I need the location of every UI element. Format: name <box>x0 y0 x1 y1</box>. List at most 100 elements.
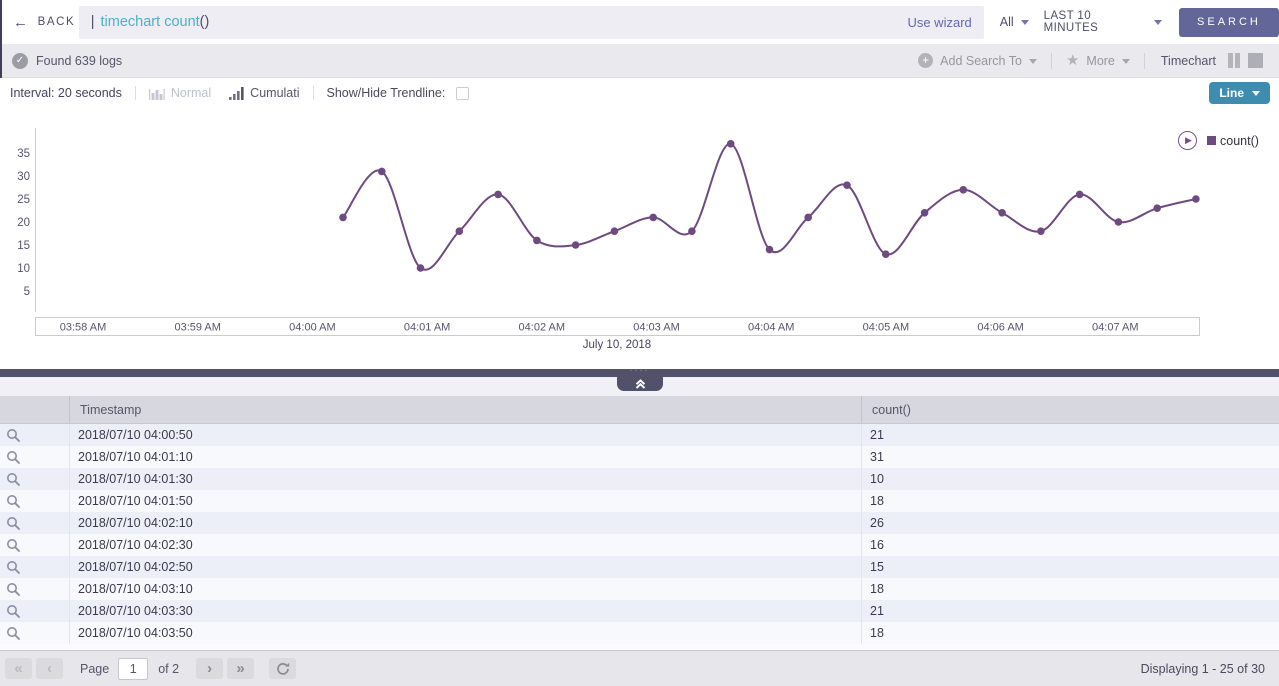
use-wizard-link[interactable]: Use wizard <box>907 14 972 30</box>
legend-swatch <box>1207 136 1216 145</box>
data-point[interactable] <box>882 250 890 258</box>
legend-item[interactable]: count() <box>1207 134 1259 148</box>
magnifier-icon[interactable] <box>6 582 21 597</box>
page-number-input[interactable] <box>118 657 149 680</box>
data-point[interactable] <box>920 209 929 217</box>
grid-view-icon[interactable] <box>1248 53 1263 68</box>
data-point[interactable] <box>494 190 502 199</box>
row-count: 31 <box>870 450 884 464</box>
bar-chart-icon <box>148 88 165 100</box>
table-row[interactable]: 2018/07/10 04:01:10 31 <box>0 446 1279 468</box>
data-point[interactable] <box>1075 190 1084 199</box>
y-tick-label: 5 <box>24 286 30 298</box>
table-header-timestamp[interactable]: Timestamp <box>70 396 862 423</box>
chart-type-value: Line <box>1219 86 1244 100</box>
magnifier-icon[interactable] <box>6 450 21 465</box>
data-point[interactable] <box>843 181 851 189</box>
add-search-to-button[interactable]: + Add Search To <box>904 53 1051 68</box>
time-range-dropdown[interactable]: LAST 10 MINUTES <box>1044 10 1162 34</box>
more-button[interactable]: ★ More <box>1052 53 1144 68</box>
data-point[interactable] <box>378 167 386 176</box>
y-tick-label: 30 <box>17 171 30 183</box>
data-point[interactable] <box>688 227 696 235</box>
prev-page-button[interactable]: ‹ <box>36 658 63 679</box>
data-point[interactable] <box>339 213 347 222</box>
pagination-bar: « ‹ Page of 2 › » Displaying 1 - 25 of 3… <box>0 650 1279 686</box>
trendline-label: Show/Hide Trendline: <box>326 86 446 100</box>
table-row[interactable]: 2018/07/10 04:03:10 18 <box>0 578 1279 600</box>
more-label: More <box>1086 53 1115 68</box>
data-point[interactable] <box>998 209 1006 217</box>
table-row[interactable]: 2018/07/10 04:00:50 21 <box>0 424 1279 446</box>
data-point[interactable] <box>1153 204 1161 212</box>
data-point[interactable] <box>533 236 541 245</box>
y-tick-label: 10 <box>17 263 30 275</box>
table-bottom-gap <box>0 644 1279 650</box>
table-row[interactable]: 2018/07/10 04:02:50 15 <box>0 556 1279 578</box>
cumulative-mode-button[interactable]: Cumulati <box>229 86 300 100</box>
row-timestamp: 2018/07/10 04:02:10 <box>70 512 862 534</box>
chevron-down-icon <box>1020 20 1029 29</box>
table-row[interactable]: 2018/07/10 04:02:10 26 <box>0 512 1279 534</box>
x-tick-label: 04:03 AM <box>633 322 679 334</box>
chart-type-dropdown[interactable]: Line <box>1209 82 1270 104</box>
back-arrow-icon: ← <box>13 13 30 31</box>
data-point[interactable] <box>726 140 735 148</box>
data-point[interactable] <box>649 213 657 222</box>
trendline-checkbox[interactable] <box>456 86 470 100</box>
table-row[interactable]: 2018/07/10 04:03:50 18 <box>0 622 1279 644</box>
magnifier-icon[interactable] <box>6 494 21 509</box>
trendline-control: Show/Hide Trendline: <box>327 86 470 100</box>
divider <box>1050 52 1052 69</box>
double-chevron-up-icon <box>635 379 645 389</box>
refresh-button[interactable] <box>269 658 297 679</box>
magnifier-icon[interactable] <box>6 604 21 619</box>
table-header-count[interactable]: count() <box>872 402 911 417</box>
panel-divider: ···· <box>0 366 1279 396</box>
page-label: Page <box>80 661 110 676</box>
star-icon: ★ <box>1065 52 1080 69</box>
data-point[interactable] <box>610 227 619 235</box>
magnifier-icon[interactable] <box>6 428 21 443</box>
magnifier-icon[interactable] <box>6 516 21 531</box>
row-timestamp: 2018/07/10 04:02:50 <box>70 556 862 578</box>
data-point[interactable] <box>455 227 464 235</box>
ascending-bars-icon <box>229 86 244 100</box>
divider-bar[interactable]: ···· <box>0 366 1279 377</box>
normal-mode-button[interactable]: Normal <box>148 86 211 100</box>
query-keywords: timechart count <box>100 14 200 30</box>
x-tick-label: 04:01 AM <box>404 322 450 334</box>
status-text: Found 639 logs <box>36 53 123 68</box>
play-circle-icon[interactable]: ▶ <box>1178 131 1197 150</box>
row-icon-cell <box>0 556 70 578</box>
data-point[interactable] <box>571 241 580 249</box>
scope-dropdown[interactable]: All <box>1000 15 1029 29</box>
table-row[interactable]: 2018/07/10 04:01:30 10 <box>0 468 1279 490</box>
back-label: BACK <box>37 16 76 28</box>
split-view-icon[interactable] <box>1228 53 1240 68</box>
magnifier-icon[interactable] <box>6 560 21 575</box>
check-circle-icon: ✓ <box>12 52 28 69</box>
data-point[interactable] <box>1114 218 1123 226</box>
magnifier-icon[interactable] <box>6 626 21 641</box>
data-point[interactable] <box>1192 195 1200 203</box>
table-row[interactable]: 2018/07/10 04:01:50 18 <box>0 490 1279 512</box>
first-page-button[interactable]: « <box>5 658 32 679</box>
magnifier-icon[interactable] <box>6 472 21 487</box>
collapse-grid-button[interactable] <box>617 377 663 391</box>
search-button[interactable]: SEARCH <box>1178 7 1279 37</box>
row-count: 26 <box>870 516 884 530</box>
next-page-button[interactable]: › <box>196 658 224 679</box>
row-count: 16 <box>870 538 884 552</box>
last-page-button[interactable]: » <box>227 658 255 679</box>
search-input[interactable]: | timechart count() Use wizard <box>78 5 984 39</box>
data-point[interactable] <box>416 264 425 272</box>
data-point[interactable] <box>765 245 774 254</box>
back-button[interactable]: ← BACK <box>0 15 79 30</box>
magnifier-icon[interactable] <box>6 538 21 553</box>
data-point[interactable] <box>1037 227 1045 235</box>
table-row[interactable]: 2018/07/10 04:02:30 16 <box>0 534 1279 556</box>
data-point[interactable] <box>959 186 968 194</box>
data-point[interactable] <box>804 213 812 222</box>
table-row[interactable]: 2018/07/10 04:03:30 21 <box>0 600 1279 622</box>
